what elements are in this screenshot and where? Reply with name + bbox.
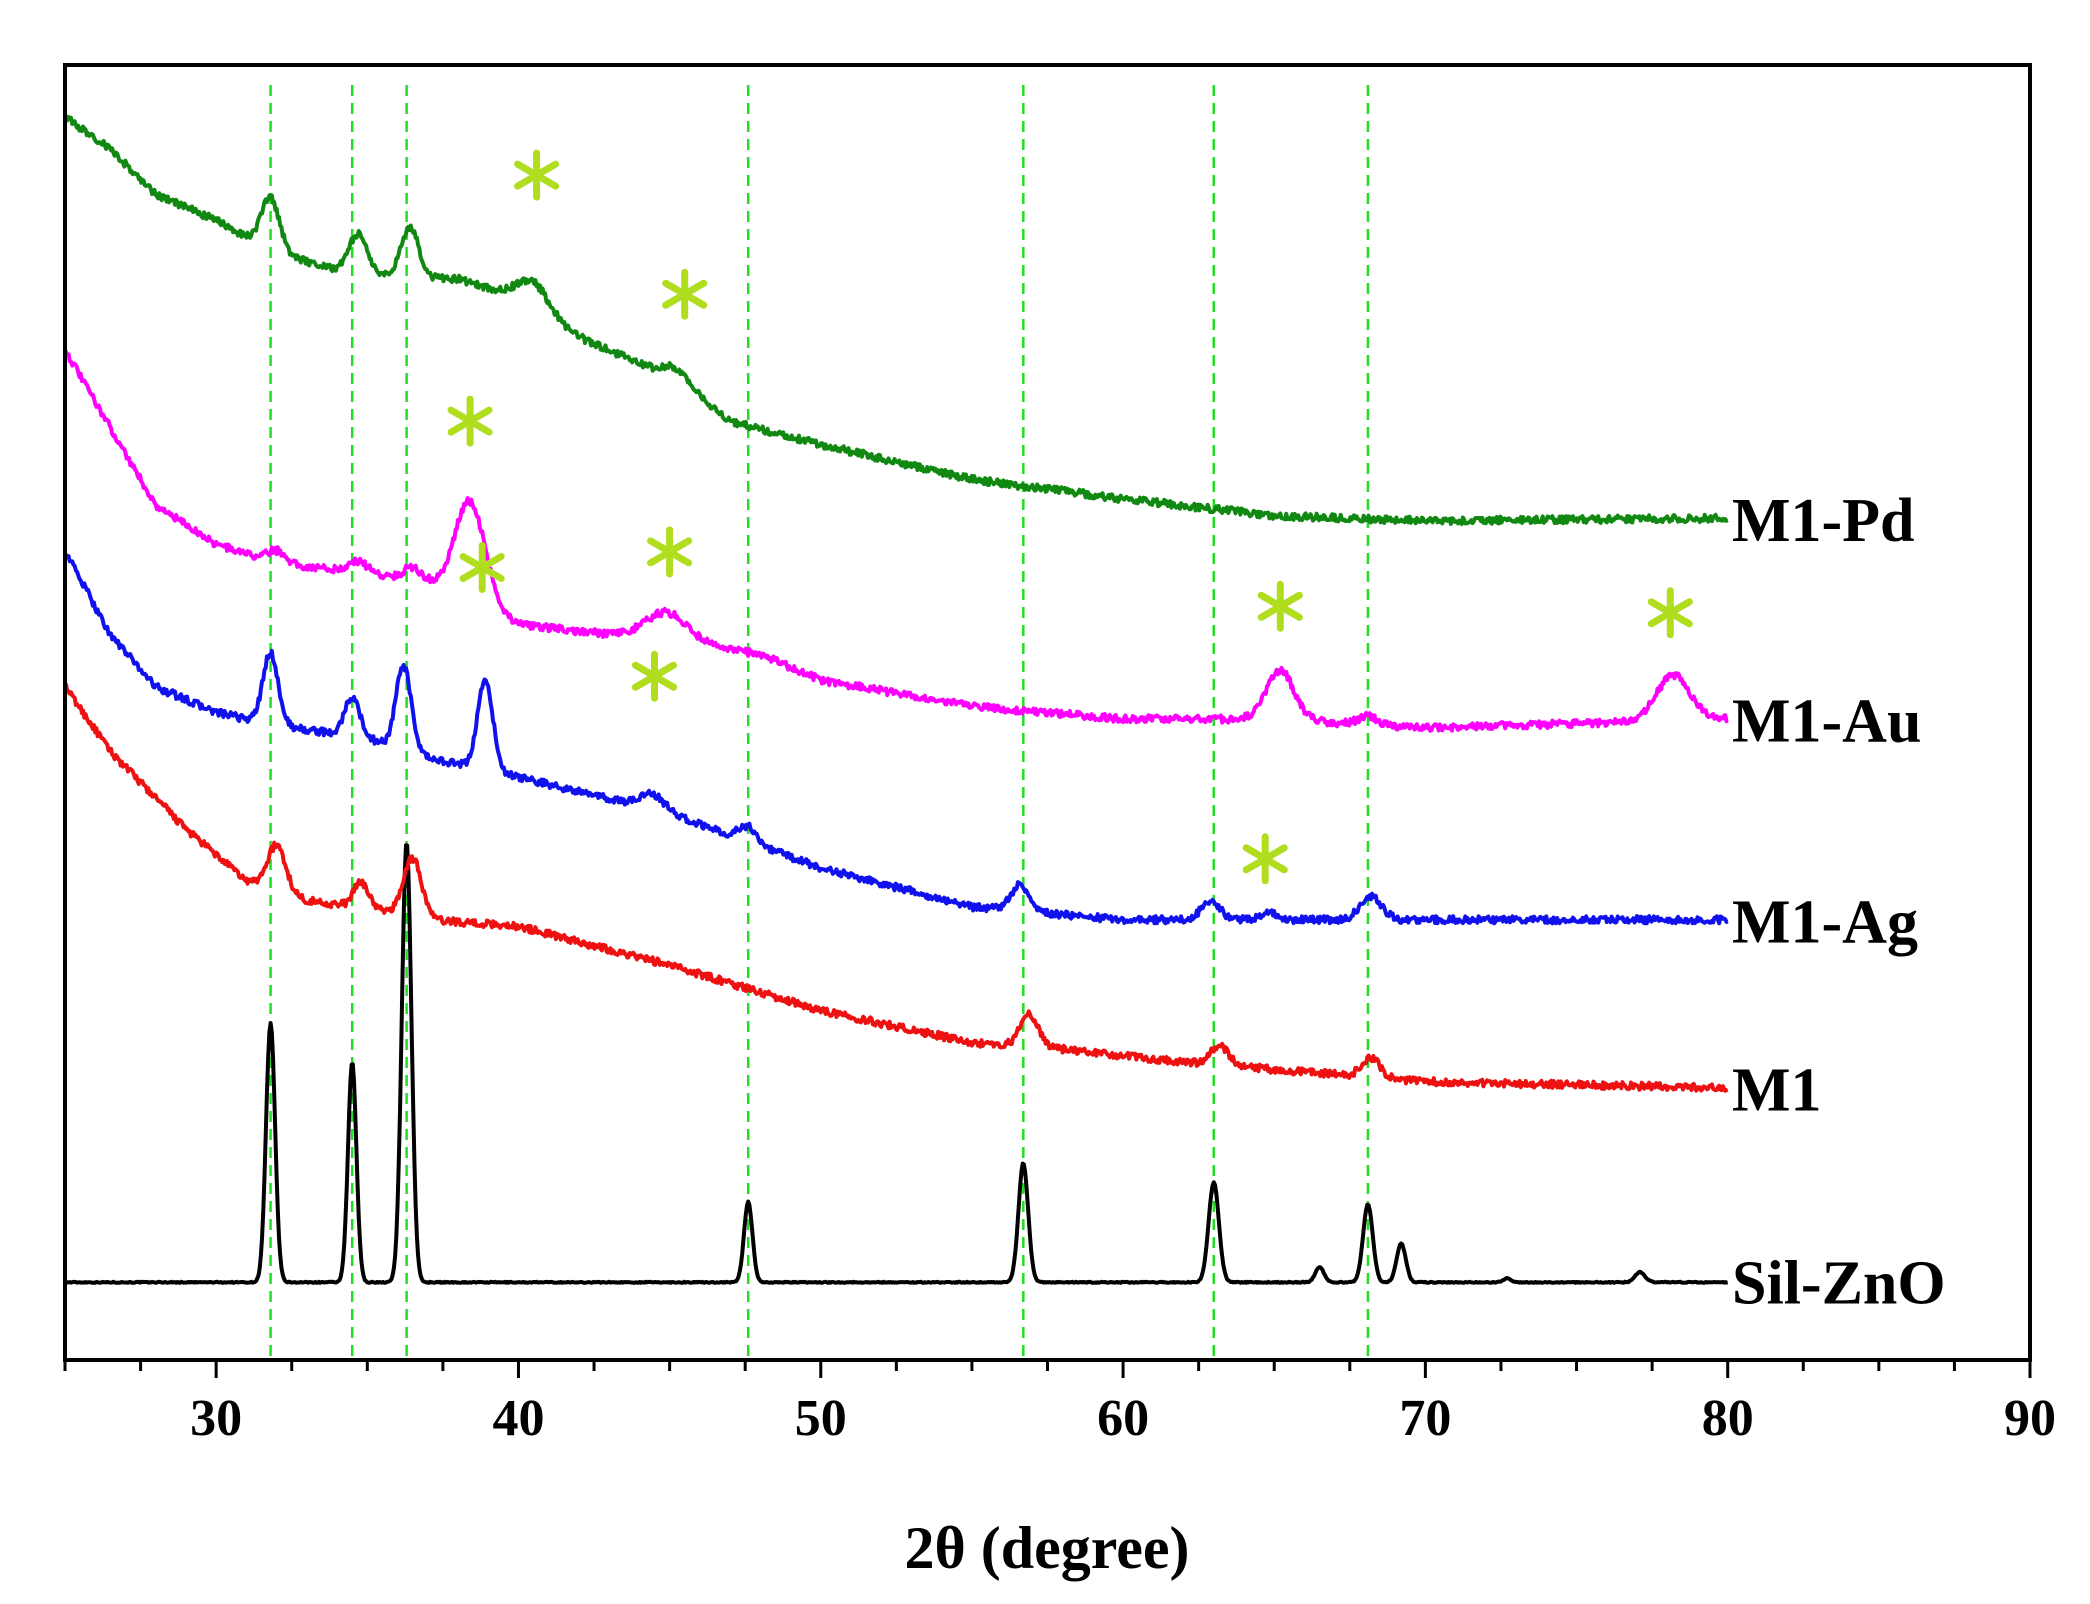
star-marker-m1-ag-1 bbox=[631, 650, 678, 702]
traces bbox=[63, 114, 1729, 1285]
series-label-m1-ag: M1-Ag bbox=[1732, 888, 1918, 956]
x-tick-label-50: 50 bbox=[795, 1390, 847, 1447]
x-tick-label-40: 40 bbox=[492, 1390, 544, 1447]
star-marker-m1-au-0 bbox=[447, 395, 493, 447]
series-sil-zno bbox=[63, 843, 1729, 1285]
x-tick-label-80: 80 bbox=[1702, 1390, 1754, 1447]
star-marker-m1-au-3 bbox=[1647, 587, 1693, 639]
series-label-m1: M1 bbox=[1732, 1057, 1822, 1125]
series-m1 bbox=[63, 682, 1729, 1093]
star-marker-m1-ag-2 bbox=[1242, 833, 1288, 885]
series-label-sil-zno: Sil-ZnO bbox=[1732, 1250, 1946, 1318]
series-labels: Sil-ZnO M1 M1-Ag M1-Au M1-Pd bbox=[1732, 487, 1946, 1317]
series-m1-pd bbox=[63, 114, 1729, 526]
x-tick-label-30: 30 bbox=[190, 1390, 242, 1447]
x-tick-label-90: 90 bbox=[2004, 1390, 2056, 1447]
star-marker-m1-au-2 bbox=[1257, 580, 1303, 632]
series-label-m1-au: M1-Au bbox=[1732, 688, 1921, 756]
star-marker-m1-pd-1 bbox=[662, 268, 708, 320]
star-marker-m1-ag-0 bbox=[459, 542, 505, 593]
reference-lines bbox=[269, 85, 1370, 1360]
star-marker-m1-pd-0 bbox=[514, 149, 560, 201]
series-label-m1-pd: M1-Pd bbox=[1732, 487, 1915, 555]
series-m1-ag bbox=[63, 552, 1729, 926]
x-axis-title: 2θ (degree) bbox=[904, 1515, 1189, 1581]
x-tick-label-60: 60 bbox=[1097, 1390, 1149, 1447]
star-markers bbox=[447, 149, 1693, 885]
series-m1-au bbox=[63, 350, 1729, 733]
star-marker-m1-au-1 bbox=[647, 526, 693, 578]
x-axis: 30 40 50 60 70 80 90 bbox=[63, 1360, 2056, 1447]
x-tick-label-70: 70 bbox=[1399, 1390, 1451, 1447]
